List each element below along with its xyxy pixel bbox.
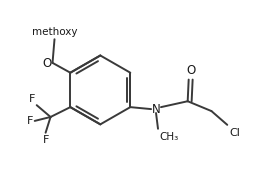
Text: O: O <box>42 57 51 70</box>
Text: Cl: Cl <box>229 128 240 138</box>
Text: O: O <box>186 64 195 77</box>
Text: N: N <box>152 103 160 116</box>
Text: F: F <box>27 116 34 126</box>
Text: F: F <box>29 94 36 104</box>
Text: CH₃: CH₃ <box>159 132 178 142</box>
Text: F: F <box>42 135 49 145</box>
Text: methoxy: methoxy <box>32 27 77 37</box>
